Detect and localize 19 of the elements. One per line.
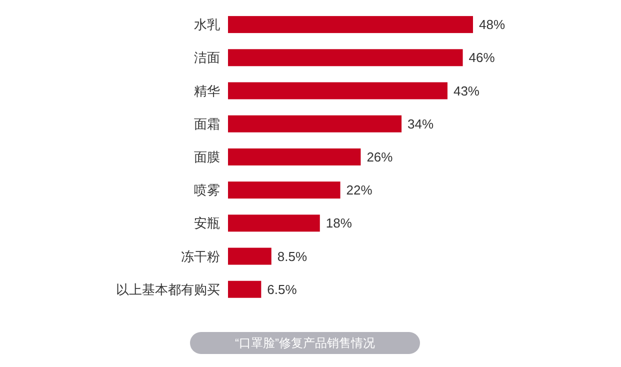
y-tick-label: 以上基本都有购买 — [116, 282, 220, 297]
y-tick-label: 安瓶 — [194, 216, 220, 231]
y-tick-label: 洁面 — [194, 50, 220, 66]
text: “口罩脸”修复产品销售情况 — [235, 336, 375, 350]
y-tick-label: 水乳 — [194, 17, 220, 32]
y-tick-label: 面膜 — [194, 149, 220, 164]
data-label: 48% — [479, 17, 506, 32]
data-label: 46% — [468, 50, 496, 66]
y-tick-label: 精华 — [194, 83, 220, 98]
data-label: 43% — [453, 83, 480, 98]
data-label: 26% — [366, 149, 394, 164]
y-tick-label: 喷雾 — [194, 182, 220, 198]
y-tick-label: 冻干粉 — [181, 248, 220, 264]
y-tick-label: 面霜 — [194, 116, 220, 132]
data-label: 34% — [408, 116, 434, 132]
data-label: 22% — [346, 182, 373, 198]
data-label: 18% — [326, 216, 352, 231]
data-label: 6.5% — [267, 282, 298, 297]
data-label: 8.5% — [277, 248, 308, 264]
